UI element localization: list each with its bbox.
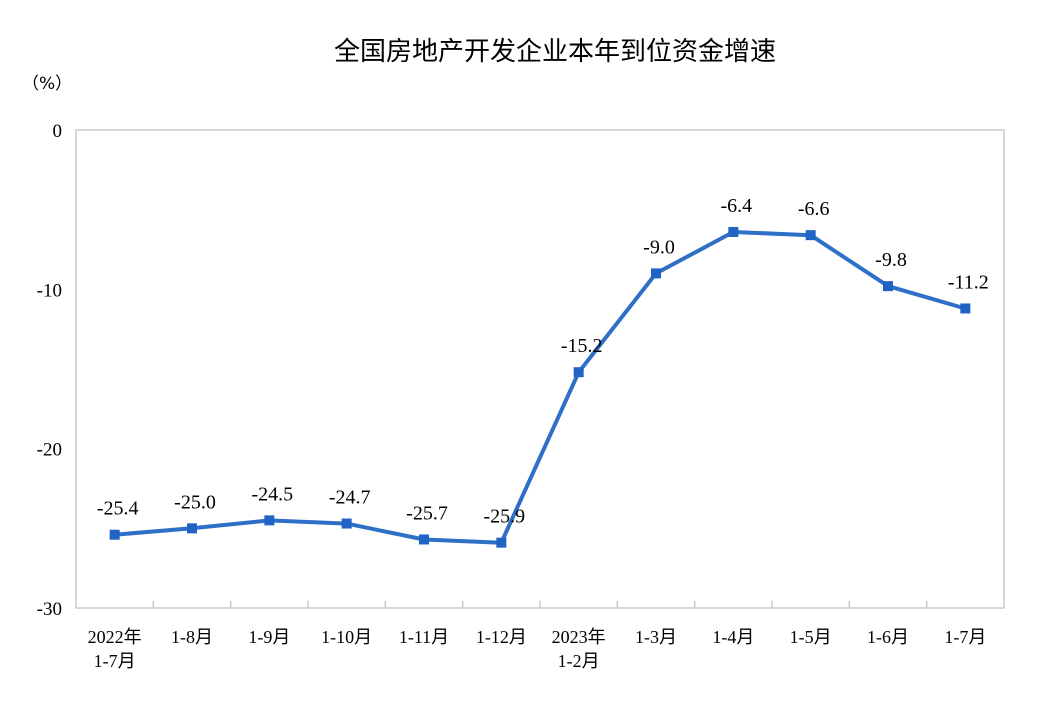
- chart-title: 全国房地产开发企业本年到位资金增速: [334, 37, 776, 67]
- data-point-marker: [805, 230, 816, 241]
- x-tick-label: 1-6月: [867, 627, 909, 647]
- x-tick-label: 1-3月: [635, 627, 677, 647]
- data-point-marker: [187, 523, 197, 534]
- data-point-marker: [496, 537, 507, 548]
- data-label: -11.2: [948, 271, 989, 293]
- x-tick-label: 1-9月: [248, 627, 290, 647]
- data-label: -25.0: [174, 491, 216, 513]
- data-label: -25.7: [406, 502, 448, 524]
- data-labels: -25.4 -25.0 -24.5 -24.7 -25.7 -25.9 -15.2 -9.0 -…: [97, 195, 989, 528]
- data-point-marker: [341, 518, 352, 529]
- data-label: -25.4: [97, 498, 139, 520]
- data-label: -24.7: [329, 487, 371, 509]
- data-label: -6.6: [798, 198, 830, 220]
- data-point-marker: [419, 534, 429, 545]
- data-point-marker: [109, 529, 120, 540]
- y-tick-label: -30: [37, 599, 62, 620]
- x-tick-label: 1-8月: [171, 627, 213, 647]
- y-tick-label: -10: [37, 280, 62, 301]
- data-point-marker: [960, 303, 971, 314]
- data-point-marker: [651, 268, 661, 279]
- data-label: -6.4: [720, 195, 752, 217]
- data-point-marker: [883, 281, 893, 292]
- series-polyline: [112, 230, 968, 545]
- x-tick-label: 2023年: [552, 627, 606, 647]
- x-axis: 2022年 1-7月 1-8月 1-9月 1-10月 1-11月 1-12月 2023年 1-2…: [88, 601, 986, 671]
- y-tick-label: -20: [37, 440, 62, 461]
- y-tick-label: 0: [53, 121, 63, 142]
- data-label: -24.5: [251, 483, 293, 505]
- x-tick-label: 1-11月: [399, 627, 449, 647]
- x-tick-label: 1-12月: [476, 627, 527, 647]
- x-tick-label: 1-5月: [790, 627, 832, 647]
- series-line: [112, 230, 968, 545]
- x-tick-label: 1-4月: [712, 627, 754, 647]
- y-axis: 0 -10 -20 -30: [37, 121, 62, 620]
- data-label: -9.8: [875, 249, 907, 271]
- x-tick-label: 1-7月: [94, 651, 136, 671]
- plot-area: [75, 129, 1005, 609]
- data-point-marker: [573, 367, 584, 378]
- y-axis-unit: （%）: [22, 74, 72, 94]
- x-tick-label: 1-7月: [944, 627, 986, 647]
- series-markers: [109, 226, 971, 548]
- data-label: -15.2: [561, 335, 603, 357]
- data-label: -9.0: [643, 236, 675, 258]
- x-tick-label: 1-10月: [321, 627, 372, 647]
- data-point-marker: [728, 226, 739, 237]
- data-point-marker: [264, 515, 275, 526]
- data-label: -25.9: [483, 506, 525, 528]
- x-tick-label: 1-2月: [558, 651, 600, 671]
- x-tick-label: 2022年: [88, 627, 142, 647]
